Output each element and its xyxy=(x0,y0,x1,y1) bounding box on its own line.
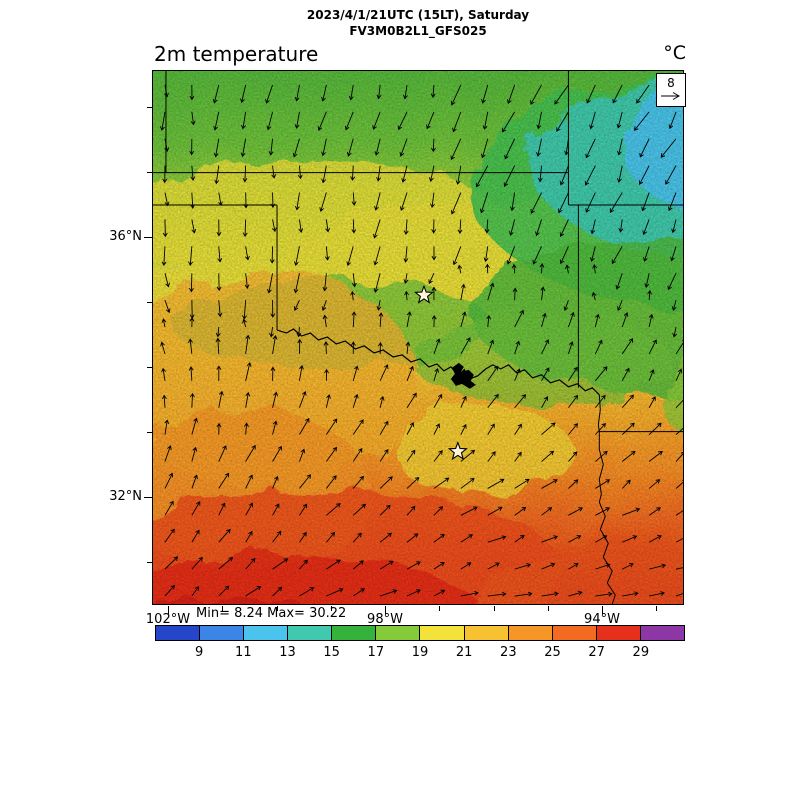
colorbar-segment xyxy=(596,626,641,640)
lat-axis-label: 36°N xyxy=(109,229,142,244)
wind-arrow-glyphs xyxy=(159,84,683,597)
colorbar-tick-label: 9 xyxy=(195,645,204,660)
colorbar-tick-label: 27 xyxy=(588,645,605,660)
colorbar-tick-label: 23 xyxy=(500,645,517,660)
lon-tick xyxy=(547,606,549,611)
state-borders xyxy=(153,71,683,604)
pixel-grain-overlay xyxy=(153,71,683,604)
station-star-south-icon xyxy=(447,441,468,461)
lon-tick xyxy=(656,606,658,611)
colorbar-tick-label: 21 xyxy=(455,645,473,660)
lon-tick xyxy=(385,606,386,614)
colorbar-tick-label: 19 xyxy=(411,645,429,660)
colorbar-segment xyxy=(640,626,684,640)
lon-tick xyxy=(222,606,224,611)
colorbar-tick-label: 13 xyxy=(279,645,296,660)
colorbar-segment xyxy=(332,626,377,640)
wind-reference-arrow-icon xyxy=(661,92,680,100)
colorbar-segment xyxy=(420,626,465,640)
colorbar-segment xyxy=(156,626,201,640)
model-title: FV3M0B2L1_GFS025 xyxy=(349,24,487,38)
colorbar-segment xyxy=(552,626,597,640)
lon-tick xyxy=(276,606,278,611)
lat-tick xyxy=(144,497,152,498)
colorbar-tick-label: 25 xyxy=(544,645,561,660)
lon-tick xyxy=(330,606,332,611)
lat-tick xyxy=(147,367,152,368)
colorbar-segment xyxy=(200,626,245,640)
wind-reference-value: 8 xyxy=(667,76,675,90)
lat-tick xyxy=(147,172,152,173)
border-tx-east xyxy=(597,394,616,604)
station-star-north-icon xyxy=(413,284,435,304)
minmax-stats: Min= 8.24 Max= 30.22 xyxy=(196,606,347,621)
lon-axis-label: 98°W xyxy=(367,612,403,627)
colorbar-segment xyxy=(288,626,333,640)
lat-tick xyxy=(147,432,152,433)
colorbar-segment xyxy=(464,626,509,640)
colorbar-segment xyxy=(244,626,289,640)
colorbar-labels: 9 11 13 15 17 19 21 23 25 27 29 xyxy=(155,645,685,663)
lon-axis-label: 94°W xyxy=(584,612,620,627)
lake-texoma-shape xyxy=(450,362,476,389)
colorbar-tick-label: 11 xyxy=(235,645,252,660)
datetime-title: 2023/4/1/21UTC (15LT), Saturday xyxy=(306,8,530,22)
lon-tick xyxy=(493,606,495,611)
temperature-field xyxy=(153,71,683,604)
colorbar-segment xyxy=(508,626,553,640)
red-river-border xyxy=(276,328,600,396)
lon-axis-label: 102°W xyxy=(145,612,191,627)
lat-tick xyxy=(147,302,152,303)
colorbar-tick-label: 15 xyxy=(323,645,340,660)
lon-tick xyxy=(168,606,169,614)
lat-tick xyxy=(147,107,152,108)
lon-tick xyxy=(602,606,603,614)
units-label: °C xyxy=(663,42,686,64)
colorbar-segment xyxy=(376,626,421,640)
plot-title: 2m temperature xyxy=(154,42,319,66)
colorbar-tick-label: 17 xyxy=(367,645,385,660)
colorbar-tick-label: 29 xyxy=(632,645,650,660)
lat-axis-label: 32°N xyxy=(109,489,142,504)
wind-reference-box: 8 xyxy=(656,73,686,107)
lon-tick xyxy=(439,606,441,611)
lat-tick xyxy=(147,562,152,563)
map-plot: 8 xyxy=(152,70,686,605)
lat-tick xyxy=(144,237,152,238)
wind-arrows-layer xyxy=(159,84,683,597)
colorbar xyxy=(155,625,685,641)
